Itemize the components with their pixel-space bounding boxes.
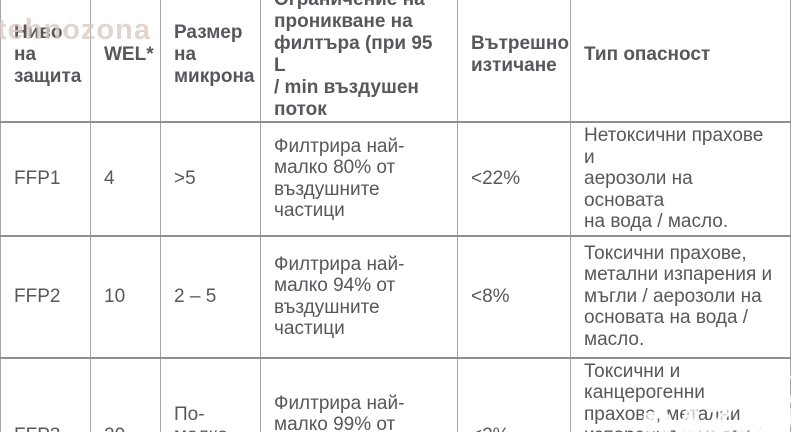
cell-ffp2-hazard: Токсични прахове, метални изпарения и мъ… xyxy=(570,234,791,359)
table-row-ffp2: FFP2 10 2 – 5 Филтрира най- малко 94% от… xyxy=(0,234,791,359)
cell-ffp2-micron: 2 – 5 xyxy=(160,234,261,359)
header-wel: WEL* xyxy=(90,0,161,123)
table-row-ffp1: FFP1 4 >5 Филтрира най- малко 80% от въз… xyxy=(0,121,791,237)
cell-ffp1-micron: >5 xyxy=(160,121,261,237)
cell-ffp1-wel: 4 xyxy=(90,121,161,237)
header-micron-size: Размер на микрона xyxy=(160,0,261,123)
cell-ffp2-level: FFP2 xyxy=(0,234,91,359)
cell-ffp2-leakage: <8% xyxy=(457,234,571,359)
cell-ffp1-hazard: Нетоксични прахове и аерозоли на основат… xyxy=(570,121,791,237)
header-protection-level: Ниво на защита xyxy=(0,0,91,123)
cell-ffp2-wel: 10 xyxy=(90,234,161,359)
cell-ffp3-level: FFP3 xyxy=(0,356,91,432)
cell-ffp1-level: FFP1 xyxy=(0,121,91,237)
cell-ffp1-filter-limit: Филтрира най- малко 80% от въздушните ча… xyxy=(260,121,458,237)
header-inward-leakage: Вътрешно изтичане xyxy=(457,0,571,123)
cell-ffp1-leakage: <22% xyxy=(457,121,571,237)
cell-ffp3-wel: 20 xyxy=(90,356,161,432)
cell-ffp3-filter-limit: Филтрира най- малко 99% от въздушните ча… xyxy=(260,356,458,432)
cell-ffp3-micron: По- малко от 2 xyxy=(160,356,261,432)
cell-ffp3-leakage: <2% xyxy=(457,356,571,432)
header-filter-penetration-limit: Ограничение на проникване на филтъра (пр… xyxy=(260,0,458,123)
table-row-ffp3: FFP3 20 По- малко от 2 Филтрира най- мал… xyxy=(0,356,791,432)
cell-ffp3-hazard: Токсични и канцерогенни прахове, метални… xyxy=(570,356,791,432)
table-header: Ниво на защита WEL* Размер на микрона Ог… xyxy=(0,0,791,123)
cell-ffp2-filter-limit: Филтрира най- малко 94% от въздушните ча… xyxy=(260,234,458,359)
header-hazard-type: Тип опасност xyxy=(570,0,791,123)
header-row: Ниво на защита WEL* Размер на микрона Ог… xyxy=(0,0,791,123)
